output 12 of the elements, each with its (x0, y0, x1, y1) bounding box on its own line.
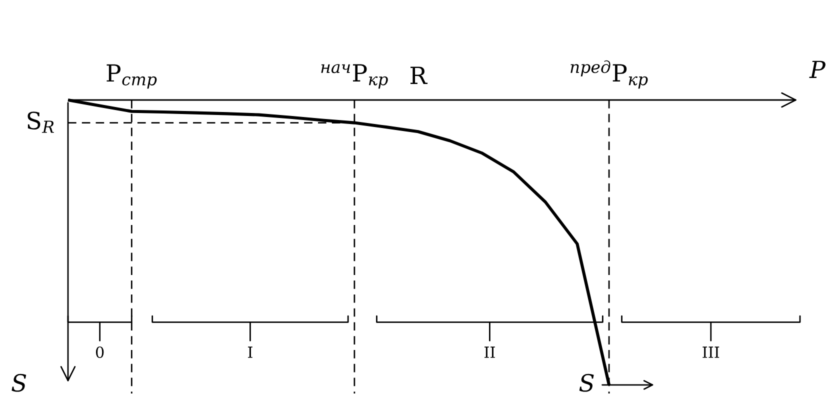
annotation: III (702, 346, 720, 358)
x-tick-label: $^{нач}$P$_{кр}$ (321, 64, 388, 89)
annotation: I (248, 346, 252, 358)
x-tick-label: P$_{стр}$ (106, 64, 157, 89)
x-tick-label: R (410, 66, 428, 84)
annotation: 0 (96, 346, 104, 358)
x-axis-title: P (809, 60, 826, 78)
x-tick-label: $^{пред}$P$_{кр}$ (570, 60, 648, 89)
annotation: II (484, 346, 495, 358)
annotation: S (579, 374, 594, 392)
ref-line-label: S$_{R}$ (28, 112, 54, 133)
y-axis-title: S (12, 374, 26, 392)
